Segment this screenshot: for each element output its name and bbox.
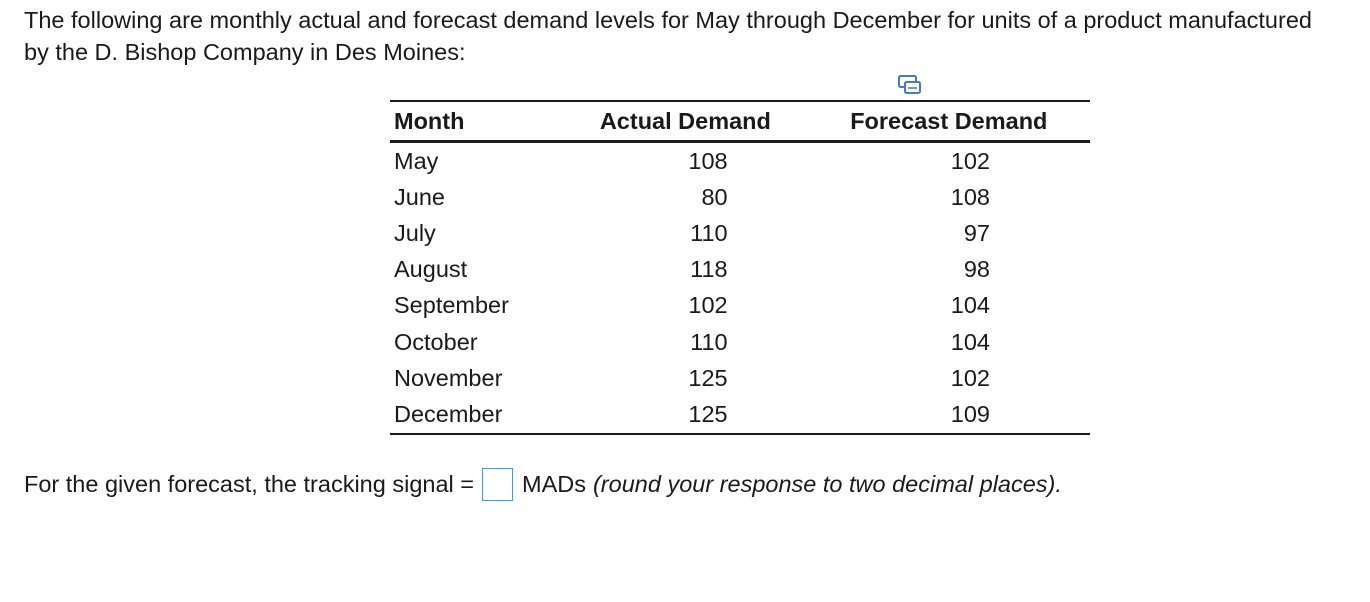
forecast-demand-cell: 102 <box>950 364 990 391</box>
actual-demand-cell: 80 <box>701 183 728 210</box>
actual-demand-cell: 118 <box>690 256 728 283</box>
forecast-demand-cell: 97 <box>963 219 990 246</box>
month-cell: December <box>394 400 503 427</box>
month-cell: July <box>394 219 436 246</box>
forecast-demand-cell: 98 <box>963 256 990 283</box>
tracking-signal-answer-input[interactable] <box>482 467 513 501</box>
forecast-demand-cell: 102 <box>950 147 990 174</box>
question-unit: MADs <box>522 471 586 497</box>
actual-demand-cell: 110 <box>690 219 728 246</box>
demand-table: Month Actual Demand Forecast Demand May … <box>390 100 1090 435</box>
forecast-demand-cell: 109 <box>950 400 990 427</box>
question-hint: (round your response to two decimal plac… <box>592 471 1062 497</box>
table-row: November 125 102 <box>390 360 1090 396</box>
forecast-demand-cell: 104 <box>950 292 990 319</box>
table-row: December 125 109 <box>390 396 1090 434</box>
actual-demand-cell: 108 <box>688 147 728 174</box>
actual-demand-cell: 125 <box>688 400 728 427</box>
table-row: August 118 98 <box>390 252 1090 288</box>
actual-demand-cell: 110 <box>690 328 728 355</box>
month-cell: October <box>394 328 478 355</box>
header-forecast-demand: Forecast Demand <box>850 107 1048 134</box>
problem-intro: The following are monthly actual and for… <box>24 7 1312 65</box>
copy-table-icon[interactable] <box>897 74 923 96</box>
month-cell: November <box>394 364 503 391</box>
month-cell: June <box>394 183 445 210</box>
header-actual-demand: Actual Demand <box>599 107 771 134</box>
table-header-row: Month Actual Demand Forecast Demand <box>390 101 1090 142</box>
actual-demand-cell: 102 <box>688 292 728 319</box>
forecast-demand-cell: 104 <box>950 328 990 355</box>
table-row: July 110 97 <box>390 215 1090 251</box>
question-prefix: For the given forecast, the tracking sig… <box>24 471 474 497</box>
header-month: Month <box>394 107 465 134</box>
table-row: June 80 108 <box>390 179 1090 215</box>
tracking-signal-question: For the given forecast, the tracking sig… <box>24 466 1062 502</box>
month-cell: September <box>394 292 509 319</box>
table-row: September 102 104 <box>390 288 1090 324</box>
forecast-demand-cell: 108 <box>950 183 990 210</box>
table-row: May 108 102 <box>390 142 1090 180</box>
actual-demand-cell: 125 <box>688 364 728 391</box>
table-row: October 110 104 <box>390 324 1090 360</box>
month-cell: May <box>394 147 439 174</box>
month-cell: August <box>394 256 468 283</box>
